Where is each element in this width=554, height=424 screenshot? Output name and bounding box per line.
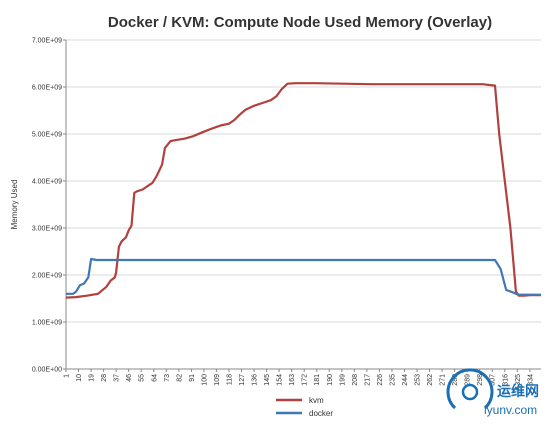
x-tick-label: 100 — [201, 374, 208, 386]
chart-title: Docker / KVM: Compute Node Used Memory (… — [108, 14, 492, 31]
x-tick-label: 127 — [239, 374, 246, 386]
x-tick-label: 19 — [89, 374, 96, 382]
x-tick-label: 37 — [114, 374, 121, 382]
x-tick-label: 190 — [327, 374, 334, 386]
x-tick-label: 136 — [252, 374, 259, 386]
x-tick-label: 280 — [452, 374, 459, 386]
x-tick-label: 145 — [264, 374, 271, 386]
x-tick-label: 82 — [176, 374, 183, 382]
x-tick-label: 271 — [440, 374, 447, 386]
x-tick-label: 298 — [477, 374, 484, 386]
x-tick-label: 163 — [289, 374, 296, 386]
gridlines — [66, 39, 541, 323]
x-tick-label: 10 — [76, 374, 83, 382]
watermark-text-main: 运维网 — [497, 383, 539, 400]
x-tick-label: 55 — [139, 374, 146, 382]
x-axis-ticks: 1 10 19 28 37 46 55 64 73 82 91 100 109 118 127 136 145 1… — [64, 369, 534, 386]
watermark-logo: 运维网 iyunv.com — [446, 368, 539, 417]
y-tick-label: 2.00E+09 — [32, 273, 62, 280]
x-tick-label: 28 — [101, 374, 108, 382]
x-tick-label: 235 — [389, 374, 396, 386]
series-line-kvm — [65, 82, 541, 299]
x-tick-label: 262 — [427, 374, 434, 386]
x-tick-label: 118 — [226, 374, 233, 385]
series-line-docker — [66, 257, 541, 296]
x-tick-label: 244 — [402, 374, 409, 386]
x-tick-label: 181 — [314, 374, 321, 386]
watermark-arc — [446, 368, 494, 410]
y-tick-label: 4.00E+09 — [32, 179, 62, 186]
x-tick-label: 316 — [502, 374, 509, 386]
x-tick-label: 172 — [302, 374, 309, 386]
x-tick-label: 46 — [126, 374, 133, 382]
x-tick-label: 289 — [465, 374, 472, 386]
y-tick-label: 6.00E+09 — [32, 85, 62, 92]
y-axis-title: Memory Used — [10, 180, 19, 230]
x-tick-label: 253 — [415, 374, 422, 386]
x-tick-label: 226 — [377, 374, 384, 386]
x-tick-label: 73 — [164, 374, 171, 382]
legend-label-docker: docker — [309, 409, 333, 418]
x-tick-label: 109 — [214, 374, 221, 386]
x-tick-label: 1 — [64, 374, 71, 378]
legend-label-kvm: kvm — [309, 396, 324, 405]
y-tick-label: 0.00E+00 — [32, 367, 62, 374]
x-tick-label: 217 — [364, 374, 371, 386]
watermark-text-sub: iyunv.com — [484, 403, 537, 417]
y-tick-label: 1.00E+09 — [32, 320, 62, 327]
x-tick-label: 325 — [515, 374, 522, 386]
y-tick-label: 3.00E+09 — [32, 226, 62, 233]
x-tick-label: 307 — [490, 374, 497, 386]
legend: kvm docker — [276, 396, 333, 418]
x-tick-label: 208 — [352, 374, 359, 386]
series-group — [65, 82, 541, 299]
x-tick-label: 334 — [527, 374, 534, 386]
watermark-ring — [461, 383, 479, 401]
x-tick-label: 154 — [277, 374, 284, 386]
x-tick-label: 64 — [151, 374, 158, 382]
y-tick-label: 5.00E+09 — [32, 132, 62, 139]
y-axis-ticks: 0.00E+00 1.00E+09 2.00E+09 3.00E+09 4.00E+09… — [32, 38, 66, 374]
y-tick-label: 7.00E+09 — [32, 38, 62, 45]
x-tick-label: 199 — [339, 374, 346, 386]
x-tick-label: 91 — [189, 374, 196, 382]
